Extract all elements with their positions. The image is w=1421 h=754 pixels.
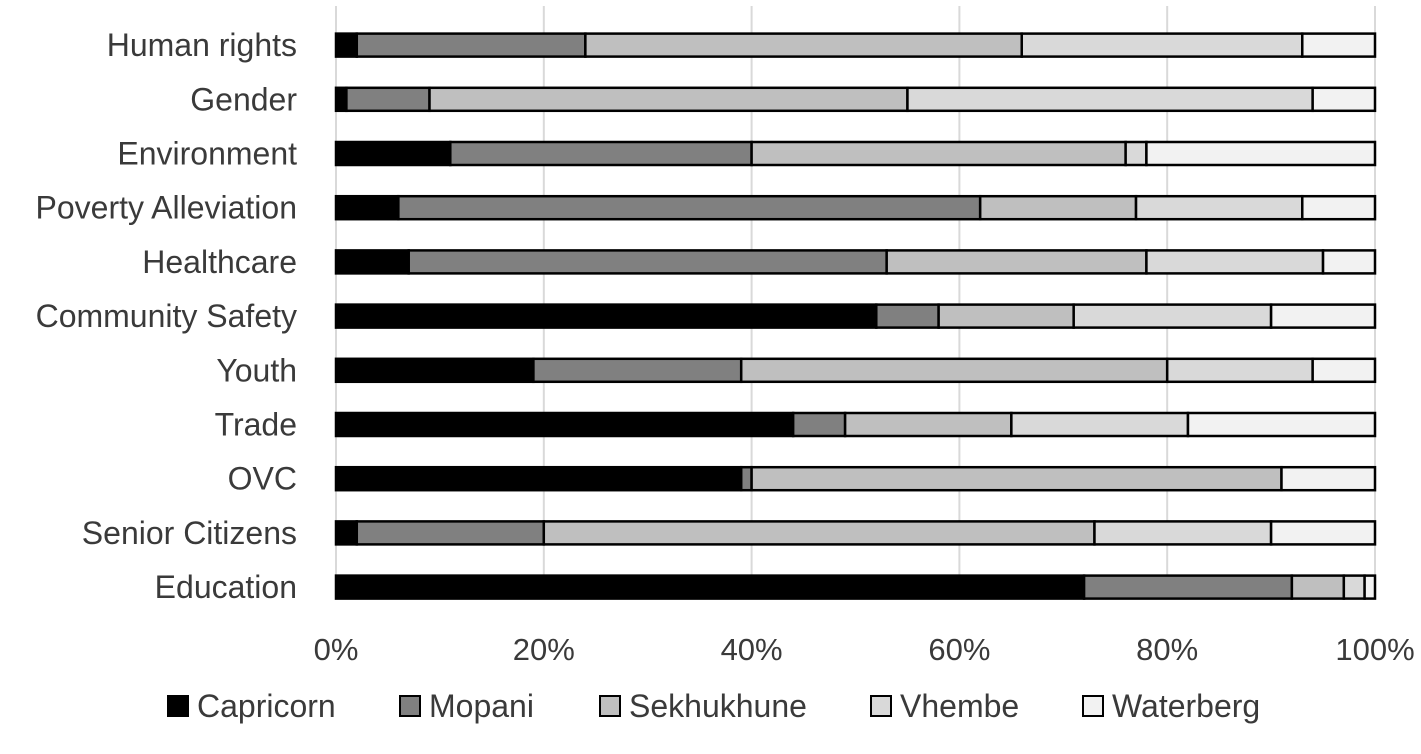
bar-segment bbox=[1124, 140, 1148, 167]
bar-segment bbox=[978, 194, 1138, 221]
x-tick-label: 100% bbox=[1335, 632, 1414, 667]
legend-label: Sekhukhune bbox=[629, 688, 807, 724]
bar-segment bbox=[334, 411, 795, 438]
bar-segment bbox=[1269, 520, 1377, 546]
bar-segment bbox=[1311, 86, 1377, 113]
legend: Capricorn Mopani Sekhukhune Vhembe Waterberg bbox=[167, 688, 1260, 724]
x-tick-label: 60% bbox=[928, 632, 990, 667]
bar-segment bbox=[449, 140, 753, 167]
bar-segment bbox=[875, 303, 940, 329]
bar-segment bbox=[1186, 411, 1377, 438]
bar-segment bbox=[397, 194, 982, 221]
category-label: Environment bbox=[117, 136, 297, 172]
bar-segment bbox=[334, 357, 535, 384]
legend-swatch bbox=[870, 695, 892, 717]
bar-segment bbox=[1301, 194, 1377, 221]
category-label: Education bbox=[155, 569, 297, 605]
x-tick-label: 20% bbox=[513, 632, 575, 667]
x-tick-label: 40% bbox=[721, 632, 783, 667]
bar-segment bbox=[532, 357, 743, 384]
bar-segment bbox=[750, 140, 1127, 167]
category-label: Human rights bbox=[107, 27, 297, 63]
bar-segment bbox=[407, 249, 888, 275]
bar-segment bbox=[1082, 574, 1294, 600]
bar-segment bbox=[334, 32, 359, 58]
bars bbox=[334, 32, 1377, 600]
category-label: Gender bbox=[190, 81, 297, 117]
bar-segment bbox=[1145, 249, 1325, 275]
bar-segment bbox=[334, 249, 410, 275]
bar-segment bbox=[334, 520, 359, 546]
bar-segment bbox=[334, 574, 1086, 600]
bar-segment bbox=[355, 520, 546, 546]
bar-segment bbox=[1342, 574, 1366, 600]
bar-segment bbox=[542, 520, 1096, 546]
bar-segment bbox=[334, 194, 400, 221]
bar-segment bbox=[791, 411, 847, 438]
x-tick-label: 80% bbox=[1136, 632, 1198, 667]
legend-label: Vhembe bbox=[900, 688, 1019, 724]
bar-segment bbox=[334, 465, 743, 492]
bar-segment bbox=[937, 303, 1075, 329]
bar-segment bbox=[1290, 574, 1346, 600]
bar-segment bbox=[739, 465, 753, 492]
x-tick-label: 0% bbox=[314, 632, 359, 667]
category-label: Community Safety bbox=[36, 298, 297, 334]
bar-segment bbox=[334, 303, 878, 329]
category-label: Poverty Alleviation bbox=[36, 190, 297, 226]
legend-swatch bbox=[167, 695, 189, 717]
category-label: Youth bbox=[216, 352, 297, 388]
x-tick-labels: 0% 20% 40% 60% 80% 100% bbox=[314, 632, 1415, 667]
category-label: Senior Citizens bbox=[82, 515, 297, 551]
legend-label: Mopani bbox=[429, 688, 534, 724]
bar-segment bbox=[584, 32, 1023, 58]
bar-segment bbox=[843, 411, 1013, 438]
legend-label: Waterberg bbox=[1112, 688, 1260, 724]
category-label: OVC bbox=[228, 461, 297, 497]
bar-segment bbox=[1093, 520, 1273, 546]
bar-segment bbox=[1072, 303, 1273, 329]
bar-segment bbox=[739, 357, 1169, 384]
bar-segment bbox=[334, 86, 348, 113]
bar-segment bbox=[1321, 249, 1377, 275]
bar-segment bbox=[1010, 411, 1190, 438]
bar-segment bbox=[750, 465, 1283, 492]
bar-segment bbox=[1145, 140, 1377, 167]
bar-segment bbox=[1020, 32, 1304, 58]
legend-swatch bbox=[399, 695, 421, 717]
bar-segment bbox=[906, 86, 1314, 113]
category-labels: Human rights Gender Environment Poverty All… bbox=[36, 27, 298, 605]
bar-segment bbox=[885, 249, 1148, 275]
legend-swatch bbox=[1082, 695, 1104, 717]
category-label: Trade bbox=[215, 407, 297, 443]
bar-segment bbox=[1301, 32, 1377, 58]
bar-segment bbox=[1165, 357, 1314, 384]
bar-segment bbox=[334, 140, 452, 167]
bar-segment bbox=[1280, 465, 1377, 492]
legend-label: Capricorn bbox=[197, 688, 336, 724]
bar-segment bbox=[1363, 574, 1377, 600]
bar-segment bbox=[1311, 357, 1377, 384]
bar-segment bbox=[1134, 194, 1304, 221]
legend-swatch bbox=[599, 695, 621, 717]
bar-segment bbox=[1269, 303, 1377, 329]
bar-segment bbox=[345, 86, 431, 113]
bar-segment bbox=[428, 86, 909, 113]
bar-segment bbox=[355, 32, 587, 58]
category-label: Healthcare bbox=[142, 244, 297, 280]
